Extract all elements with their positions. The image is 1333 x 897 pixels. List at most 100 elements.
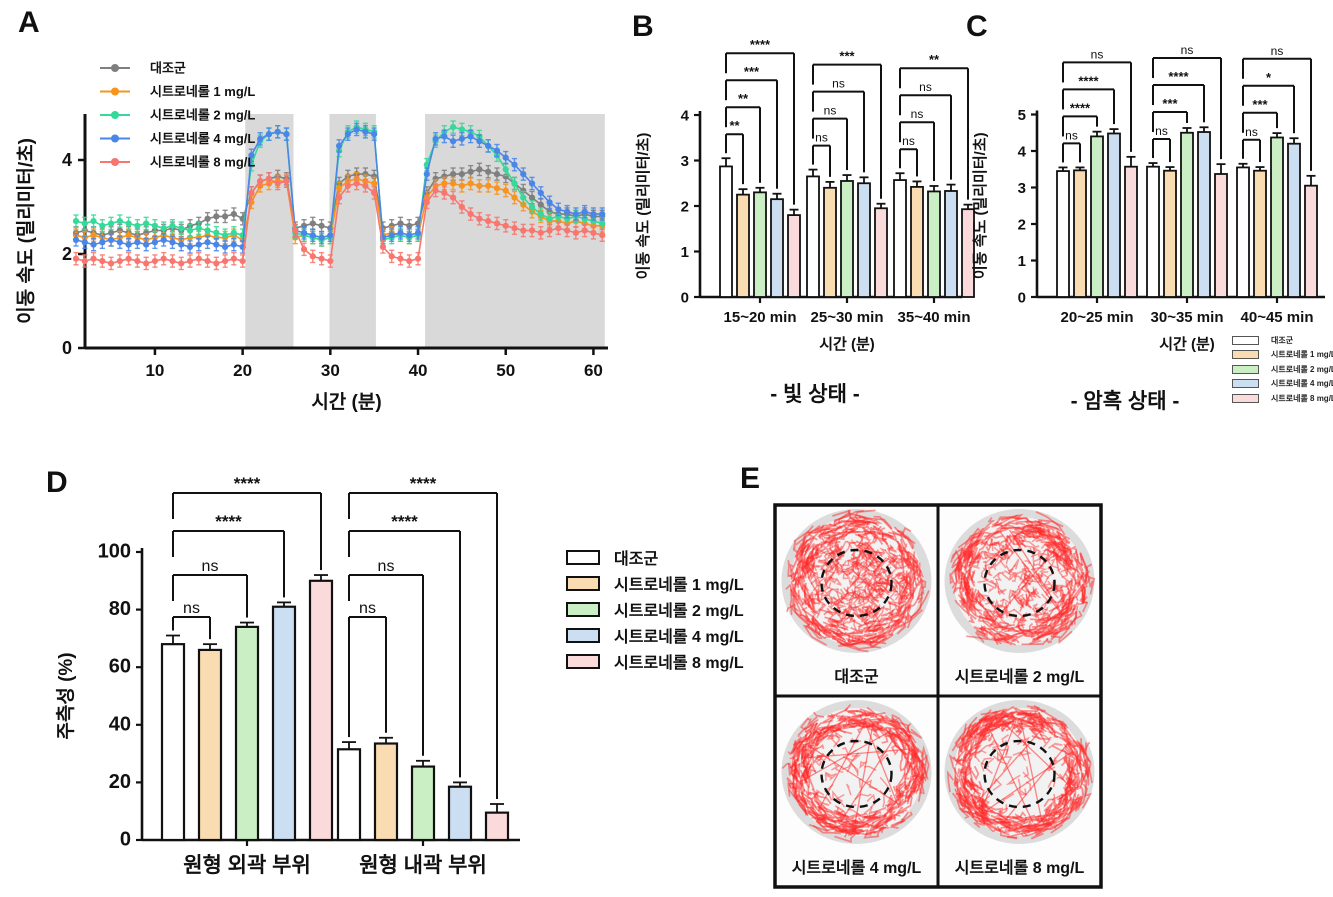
svg-text:40: 40 (409, 361, 428, 380)
svg-text:시간 (분): 시간 (분) (819, 336, 875, 353)
svg-text:**: ** (729, 118, 740, 133)
svg-text:ns: ns (1245, 125, 1258, 139)
panel-c-letter: C (966, 10, 988, 43)
svg-text:****: **** (1078, 73, 1099, 88)
panel-d-bar-chart: 0 20 40 60 80 100 주측성 (%) 원형 외곽 부위 원형 내곽 부위 ns ns *… (55, 474, 520, 877)
legend-item: 시트로네롤 4 mg/L (566, 622, 744, 648)
panel-c-bar-chart: 0 1 2 3 4 5 이동 속도 (밀리미터/초) 20~25 min 30~35 min 40… (971, 43, 1325, 353)
svg-text:4: 4 (681, 108, 690, 125)
legend-item: 시트로네롤 2 mg/L (1232, 362, 1333, 377)
svg-text:15~20 min: 15~20 min (724, 309, 797, 326)
svg-text:ns: ns (1271, 44, 1284, 58)
legend-swatch (566, 601, 600, 617)
legend-swatch (1232, 350, 1259, 360)
svg-text:ns: ns (378, 558, 395, 575)
svg-text:시트로네롤 8 mg/L: 시트로네롤 8 mg/L (150, 155, 255, 170)
svg-text:****: **** (234, 474, 261, 493)
svg-text:50: 50 (496, 361, 515, 380)
panel-a-line-chart: 0 2 4 10 20 30 40 50 60 시간 (분) 이동 속도 (밀리미터/초) 대조군시트… (15, 61, 608, 413)
svg-text:40: 40 (109, 713, 131, 735)
svg-text:***: *** (839, 49, 855, 64)
svg-text:0: 0 (1018, 290, 1026, 307)
svg-text:80: 80 (109, 598, 131, 620)
svg-text:원형 내곽 부위: 원형 내곽 부위 (359, 853, 487, 877)
svg-text:ns: ns (815, 131, 828, 145)
svg-text:5: 5 (1018, 107, 1026, 124)
legend-label: 시트로네롤 4 mg/L (1271, 379, 1333, 389)
svg-text:40~45 min: 40~45 min (1241, 309, 1314, 326)
legend-item: 시트로네롤 1 mg/L (566, 570, 744, 596)
svg-text:ns: ns (919, 80, 932, 94)
svg-text:시간 (분): 시간 (분) (1159, 336, 1215, 353)
svg-text:시트로네롤 2 mg/L: 시트로네롤 2 mg/L (955, 668, 1085, 686)
svg-text:****: **** (750, 37, 771, 52)
legend-swatch (566, 627, 600, 643)
legend-label: 시트로네롤 1 mg/L (614, 577, 744, 594)
svg-text:20~25 min: 20~25 min (1061, 309, 1134, 326)
svg-text:ns: ns (902, 134, 915, 148)
svg-text:20: 20 (109, 771, 131, 793)
legend-item: 시트로네롤 1 mg/L (1232, 348, 1333, 363)
svg-text:3: 3 (1018, 180, 1026, 197)
svg-text:10: 10 (145, 361, 164, 380)
legend-swatch (1232, 364, 1259, 374)
svg-text:2: 2 (62, 244, 72, 264)
svg-text:4: 4 (1018, 144, 1027, 161)
legend-label: 시트로네롤 2 mg/L (1271, 364, 1333, 374)
panel-d-letter: D (46, 466, 68, 499)
panel-e-letter: E (740, 462, 761, 495)
panel-c-caption: - 암흑 상태 - (1070, 390, 1180, 413)
svg-text:ns: ns (1155, 124, 1168, 138)
svg-text:ns: ns (183, 600, 200, 617)
legend-label: 대조군 (1271, 335, 1294, 345)
legend-item: 시트로네롤 2 mg/L (566, 596, 744, 622)
svg-text:ns: ns (824, 104, 837, 118)
svg-text:2: 2 (681, 199, 689, 216)
svg-text:30: 30 (321, 361, 340, 380)
svg-text:시트로네롤 4 mg/L: 시트로네롤 4 mg/L (150, 131, 255, 146)
svg-text:60: 60 (109, 656, 131, 678)
svg-text:****: **** (1168, 69, 1189, 84)
svg-text:**: ** (738, 91, 749, 106)
svg-text:ns: ns (832, 77, 845, 91)
svg-text:ns: ns (1181, 43, 1194, 57)
svg-text:시트로네롤 8 mg/L: 시트로네롤 8 mg/L (955, 859, 1085, 877)
svg-text:*: * (1266, 70, 1272, 85)
svg-text:0: 0 (120, 829, 131, 851)
svg-text:****: **** (1070, 100, 1091, 115)
legend-label: 시트로네롤 8 mg/L (614, 655, 744, 672)
svg-text:25~30 min: 25~30 min (811, 309, 884, 326)
svg-text:시트로네롤 4 mg/L: 시트로네롤 4 mg/L (792, 859, 922, 877)
legend-swatch (1232, 335, 1259, 345)
svg-text:60: 60 (584, 361, 603, 380)
svg-text:ns: ns (1091, 47, 1104, 61)
svg-text:4: 4 (62, 150, 72, 170)
svg-text:3: 3 (681, 153, 689, 170)
svg-text:이동 속도 (밀리미터/초): 이동 속도 (밀리미터/초) (634, 133, 652, 280)
legend-label: 시트로네롤 1 mg/L (1271, 350, 1333, 360)
legend-swatch (1232, 393, 1259, 403)
panel-e-track-images: 대조군 시트로네롤 2 mg/L 시트로네롤 4 mg/L 시트로네롤 8 mg/L (773, 503, 1103, 889)
svg-text:20: 20 (233, 361, 252, 380)
legend-label: 시트로네롤 2 mg/L (614, 603, 744, 620)
svg-text:****: **** (391, 512, 418, 531)
svg-text:0: 0 (62, 338, 72, 358)
svg-text:1: 1 (681, 244, 689, 261)
legend-item: 대조군 (566, 544, 744, 570)
svg-text:***: *** (1162, 96, 1178, 111)
svg-text:ns: ns (202, 558, 219, 575)
legend-label: 시트로네롤 4 mg/L (614, 629, 744, 646)
svg-text:***: *** (744, 64, 760, 79)
legend-item: 시트로네롤 8 mg/L (566, 648, 744, 674)
svg-text:주측성 (%): 주측성 (%) (55, 652, 77, 739)
panel-b-bar-chart: 0 1 2 3 4 이동 속도 (밀리미터/초) 15~20 min 25~30 min 35~… (634, 37, 975, 353)
legend-swatch (566, 549, 600, 565)
svg-text:이동 속도 (밀리미터/초): 이동 속도 (밀리미터/초) (971, 132, 989, 279)
svg-text:대조군: 대조군 (834, 668, 878, 686)
legend-swatch (1232, 379, 1259, 389)
svg-text:35~40 min: 35~40 min (898, 309, 971, 326)
svg-text:2: 2 (1018, 217, 1026, 234)
svg-text:ns: ns (1065, 128, 1078, 142)
